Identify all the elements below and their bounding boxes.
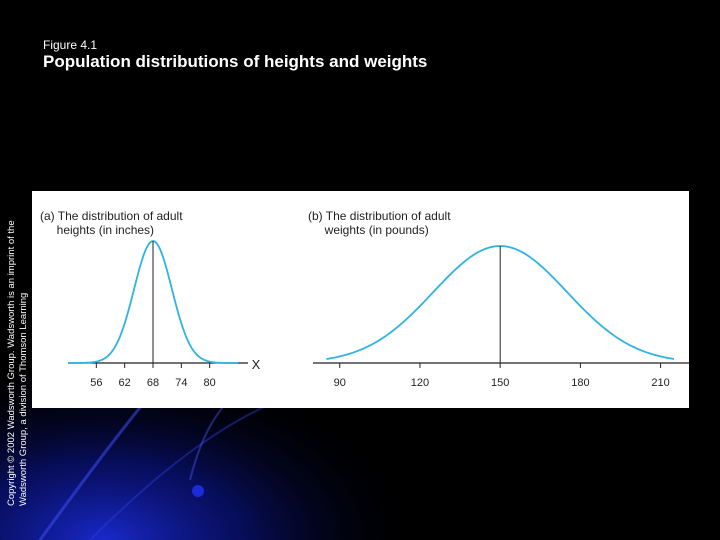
chart-a-tick-label: 62 — [119, 377, 131, 389]
slide-title: Population distributions of heights and … — [43, 52, 428, 71]
chart-b-tick-label: 180 — [571, 377, 589, 389]
chart-b-tick-label: 90 — [334, 377, 346, 389]
distribution-charts: 5662687480X90120150180210X — [67, 240, 689, 389]
chart-a-tick-label: 56 — [90, 377, 102, 389]
chart-b-tick-label: 120 — [411, 377, 429, 389]
chart-a-title-line-2: heights (in inches) — [40, 223, 155, 237]
copyright-notice: Copyright © 2002 Wadsworth Group. Wadswo… — [6, 176, 30, 506]
chart-b-tick-label: 210 — [651, 377, 669, 389]
chart-b-title-line-1: (b) The distribution of adult — [308, 209, 451, 223]
chart-a-title: (a) The distribution of adult heights (i… — [40, 209, 183, 237]
decor-arc — [89, 399, 281, 540]
chart-b-title: (b) The distribution of adult weights (i… — [308, 209, 451, 237]
chart-a-tick-label: 68 — [147, 377, 159, 389]
chart-b-title-line-2: weights (in pounds) — [308, 223, 429, 237]
chart-a-axis-symbol: X — [252, 357, 261, 372]
chart-a-title-line-1: (a) The distribution of adult — [40, 209, 183, 223]
figure-label: Figure 4.1 — [43, 38, 98, 52]
chart-a-tick-label: 80 — [204, 377, 216, 389]
copyright-line-2: Wadsworth Group, a division of Thomson L… — [18, 292, 29, 506]
chart-a-tick-label: 74 — [175, 377, 187, 389]
decor-dot — [192, 485, 204, 497]
copyright-line-1: Copyright © 2002 Wadsworth Group. Wadswo… — [6, 220, 17, 506]
figure-panel: (a) The distribution of adult heights (i… — [32, 191, 689, 408]
chart-b-tick-label: 150 — [491, 377, 509, 389]
